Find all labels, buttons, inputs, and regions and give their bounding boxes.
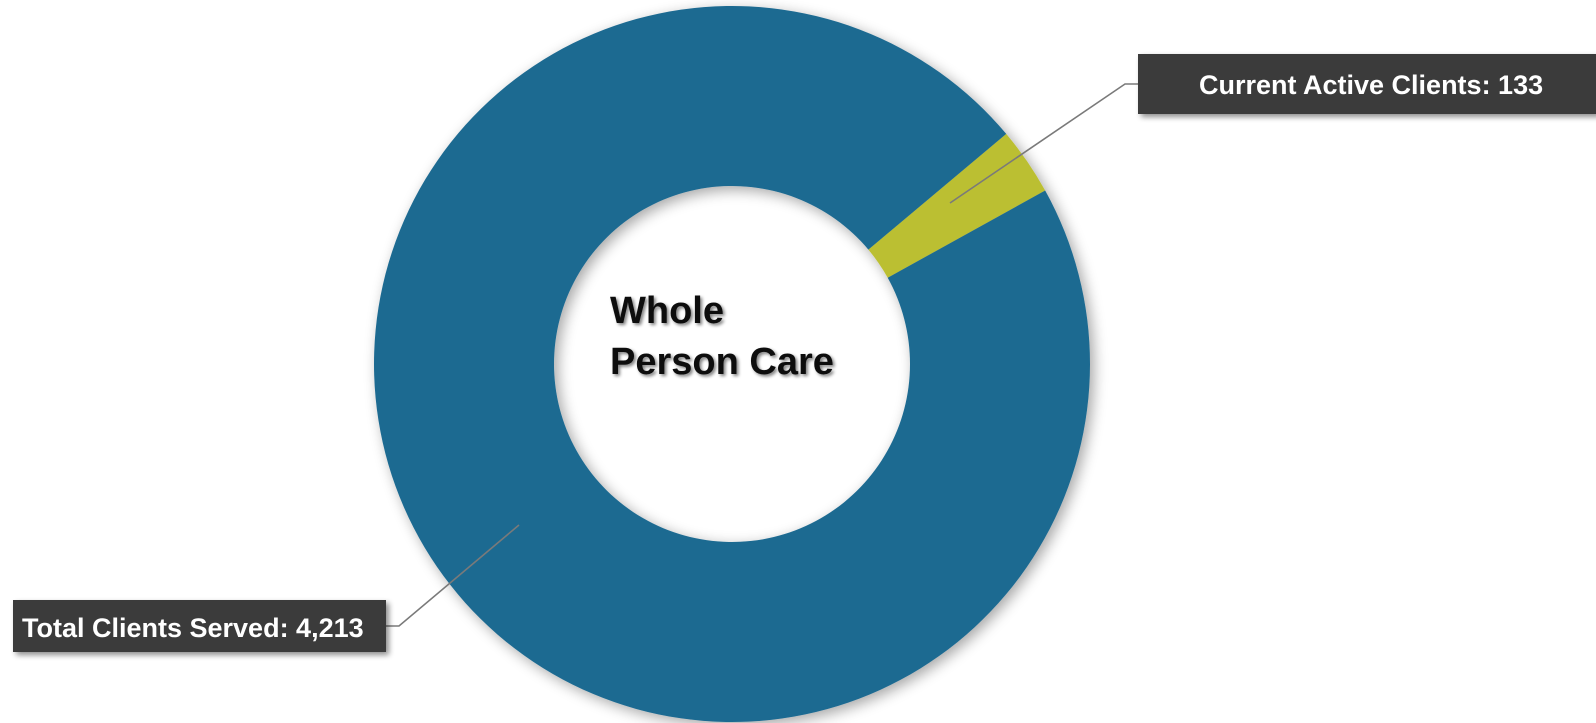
callout-total-clients-served: Total Clients Served: 4,213	[13, 524, 520, 652]
slice-label-current-active: Current Active Clients: 133	[1199, 70, 1543, 100]
slice-label-total-served: Total Clients Served: 4,213	[22, 613, 364, 643]
center-label-line-1: Whole	[610, 290, 724, 332]
callout-box-current-active	[1138, 54, 1596, 114]
leader-line-current-active	[949, 83, 1138, 204]
donut-slices	[373, 5, 1090, 722]
slice-current-active-clients	[868, 133, 1046, 278]
callout-box-total-served	[13, 600, 386, 652]
slice-total-clients-served	[373, 5, 1090, 722]
center-label-line-2: Person Care	[610, 341, 834, 383]
center-label: Whole Person Care	[610, 290, 834, 383]
callout-current-active-clients: Current Active Clients: 133	[949, 54, 1596, 204]
leader-line-total-served	[386, 524, 520, 627]
